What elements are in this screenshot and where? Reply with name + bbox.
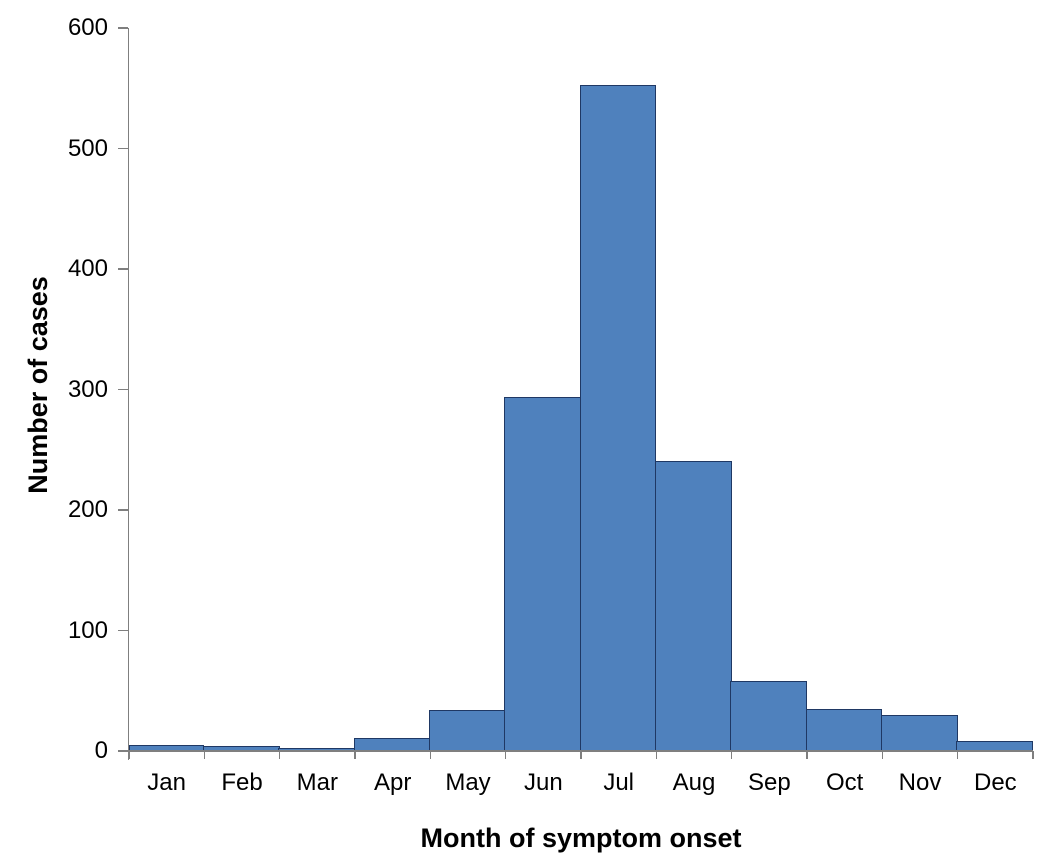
y-tick-300 xyxy=(117,388,128,391)
x-tick-label-oct: Oct xyxy=(825,769,864,796)
x-tick-3 xyxy=(354,751,356,759)
x-tick-label-apr: Apr xyxy=(373,769,412,796)
x-tick-1 xyxy=(203,751,206,759)
y-tick-label-500: 500 xyxy=(67,134,108,162)
y-tick-label-400: 400 xyxy=(67,255,108,282)
x-tick-7 xyxy=(655,751,658,759)
x-tick-9 xyxy=(806,751,808,759)
y-tick-label-0: 0 xyxy=(94,737,108,764)
y-tick-600 xyxy=(117,27,128,29)
y-axis-line xyxy=(127,28,129,760)
x-tick-4 xyxy=(429,751,432,759)
x-tick-6 xyxy=(580,751,582,759)
bar-jun xyxy=(504,397,581,751)
y-tick-100 xyxy=(117,629,128,632)
x-tick-2 xyxy=(278,751,281,759)
x-axis-line xyxy=(127,750,1033,752)
x-tick-label-jan: Jan xyxy=(147,769,186,796)
bar-nov xyxy=(880,715,958,751)
x-tick-label-aug: Aug xyxy=(672,769,716,796)
x-tick-8 xyxy=(730,751,733,759)
y-tick-200 xyxy=(117,509,128,511)
y-tick-500 xyxy=(117,147,128,150)
bar-may xyxy=(428,710,506,751)
y-tick-label-600: 600 xyxy=(67,14,108,41)
y-tick-400 xyxy=(117,268,128,270)
bar-oct xyxy=(805,709,883,751)
x-tick-label-sep: Sep xyxy=(747,769,791,796)
y-tick-label-100: 100 xyxy=(67,616,108,644)
x-tick-label-mar: Mar xyxy=(296,769,338,796)
y-tick-label-200: 200 xyxy=(67,496,108,523)
bar-aug xyxy=(654,461,732,751)
x-tick-label-jul: Jul xyxy=(603,769,634,796)
bar-jul xyxy=(579,85,657,751)
y-tick-0 xyxy=(117,750,128,752)
x-tick-5 xyxy=(504,751,507,759)
x-tick-label-may: May xyxy=(445,769,491,796)
x-tick-label-nov: Nov xyxy=(898,769,942,796)
x-tick-0 xyxy=(128,751,130,759)
x-tick-label-dec: Dec xyxy=(973,769,1017,796)
x-tick-12 xyxy=(1032,751,1034,759)
x-axis-title: Month of symptom onset xyxy=(420,823,742,853)
plot-area xyxy=(129,28,1033,751)
x-tick-10 xyxy=(881,751,884,759)
bar-sep xyxy=(730,681,807,751)
x-tick-11 xyxy=(956,751,959,759)
y-tick-label-300: 300 xyxy=(67,375,108,403)
x-tick-label-jun: Jun xyxy=(523,769,563,796)
x-tick-label-feb: Feb xyxy=(221,769,263,796)
